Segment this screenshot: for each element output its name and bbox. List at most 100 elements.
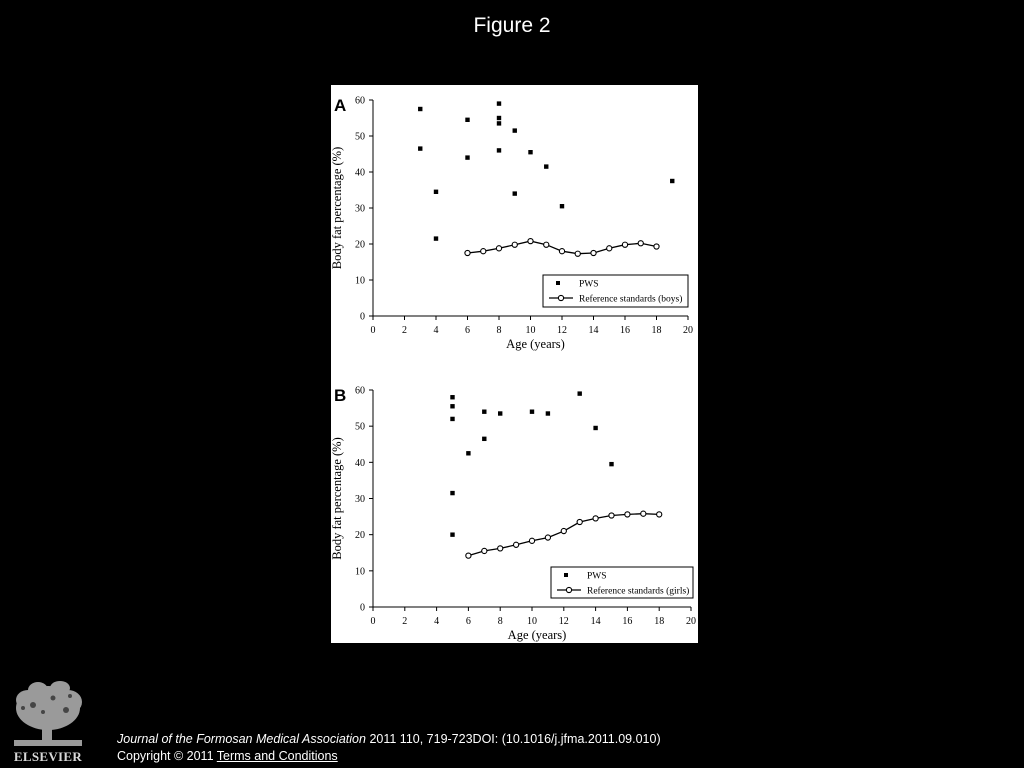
reference-point — [511, 241, 518, 248]
pws-point — [544, 164, 549, 169]
legend-circle-swatch — [565, 586, 573, 594]
reference-point — [464, 249, 471, 257]
pws-point — [609, 461, 614, 467]
x-tick-label: 10 — [527, 616, 537, 627]
y-axis-label: Body fat percentage (%) — [331, 147, 344, 270]
pws-point — [529, 409, 535, 414]
pws-point — [593, 425, 598, 431]
x-tick-label: 12 — [557, 325, 567, 336]
x-tick-label: 6 — [465, 325, 470, 336]
pws-point — [418, 146, 423, 151]
panel-label: B — [334, 386, 346, 405]
reference-point — [512, 541, 520, 548]
publisher-wordmark: ELSEVIER — [14, 749, 82, 764]
legend-box — [550, 566, 694, 599]
y-tick-label: 20 — [355, 240, 365, 251]
pws-point — [482, 436, 487, 442]
x-axis-label: Age (years) — [508, 628, 567, 642]
reference-point — [592, 515, 599, 522]
x-tick-label: 2 — [402, 325, 407, 336]
legend-label: Reference standards (boys) — [579, 294, 682, 305]
x-axis-label: Age (years) — [506, 337, 565, 351]
y-tick-label: 60 — [355, 96, 365, 107]
pws-point — [559, 204, 565, 209]
x-tick-label: 16 — [622, 616, 632, 627]
legend-square-swatch — [556, 281, 560, 285]
x-tick-label: 12 — [559, 616, 569, 627]
panel-label: A — [334, 96, 346, 115]
pws-point — [545, 411, 551, 416]
reference-point — [624, 511, 631, 518]
y-tick-label: 50 — [355, 132, 365, 143]
x-tick-label: 14 — [589, 325, 599, 336]
legend-label: PWS — [579, 280, 599, 290]
x-tick-label: 8 — [498, 616, 503, 627]
x-tick-label: 4 — [434, 325, 439, 336]
reference-point — [544, 534, 552, 541]
reference-point — [640, 510, 647, 517]
y-tick-label: 0 — [360, 603, 365, 614]
pws-point — [670, 178, 675, 184]
reference-point — [656, 511, 663, 518]
reference-point — [527, 237, 534, 245]
x-tick-label: 0 — [371, 616, 376, 627]
reference-point — [481, 547, 488, 555]
reference-point — [606, 245, 613, 252]
reference-point — [621, 241, 629, 248]
x-tick-label: 20 — [686, 616, 696, 627]
pws-point — [498, 411, 503, 416]
pws-point — [482, 409, 487, 414]
pws-point — [465, 117, 470, 122]
y-tick-label: 40 — [355, 458, 365, 469]
reference-point — [637, 240, 644, 247]
legend-label: PWS — [587, 572, 607, 582]
reference-point — [560, 527, 567, 535]
legend-square-swatch — [564, 573, 568, 577]
pws-point — [450, 490, 455, 496]
x-tick-label: 14 — [591, 616, 601, 627]
x-tick-label: 2 — [402, 616, 407, 627]
reference-point — [480, 248, 487, 255]
pws-point — [433, 189, 439, 194]
x-tick-label: 0 — [371, 325, 376, 336]
legend-circle-swatch — [557, 294, 565, 302]
pws-point — [496, 148, 502, 153]
slide-title: Figure 2 — [473, 14, 551, 37]
y-tick-label: 10 — [355, 566, 365, 577]
pws-point — [450, 532, 455, 537]
x-tick-label: 4 — [434, 616, 439, 627]
pws-point — [450, 395, 455, 400]
pws-point — [418, 106, 423, 112]
pws-point — [512, 191, 517, 196]
terms-link[interactable]: Terms and Conditions — [216, 749, 338, 763]
pws-point — [433, 236, 439, 241]
copyright-text: Copyright © 2011 — [117, 749, 217, 763]
y-tick-label: 30 — [355, 204, 365, 215]
reference-point — [528, 537, 536, 544]
pws-point — [512, 128, 517, 133]
y-tick-label: 50 — [355, 422, 365, 433]
x-tick-label: 20 — [683, 325, 693, 336]
pws-point — [450, 416, 455, 422]
citation-details: 2011 110, 719-723DOI: (10.1016/j.jfma.20… — [365, 732, 661, 746]
x-tick-label: 10 — [526, 325, 536, 336]
copyright-line: Copyright © 2011 Terms and Conditions — [117, 748, 661, 765]
footer-citation: Journal of the Formosan Medical Associat… — [117, 731, 661, 765]
y-tick-label: 20 — [355, 530, 365, 541]
y-tick-label: 0 — [360, 312, 365, 323]
reference-point — [574, 250, 581, 257]
reference-line — [468, 513, 660, 557]
x-tick-label: 8 — [497, 325, 502, 336]
y-tick-label: 40 — [355, 168, 365, 179]
x-tick-label: 18 — [654, 616, 664, 627]
y-tick-label: 30 — [355, 494, 365, 505]
reference-point — [543, 241, 550, 248]
y-axis-label: Body fat percentage (%) — [331, 437, 344, 560]
figure-panel: A 0 10 20 30 40 50 60 0 2 4 6 8 10 12 14 16 18 20 Age (year… — [331, 85, 698, 643]
pws-point — [496, 115, 502, 121]
pws-point — [496, 121, 502, 126]
reference-point — [590, 249, 597, 257]
reference-point — [465, 552, 472, 559]
pws-point — [528, 150, 533, 155]
pws-point — [577, 391, 582, 396]
